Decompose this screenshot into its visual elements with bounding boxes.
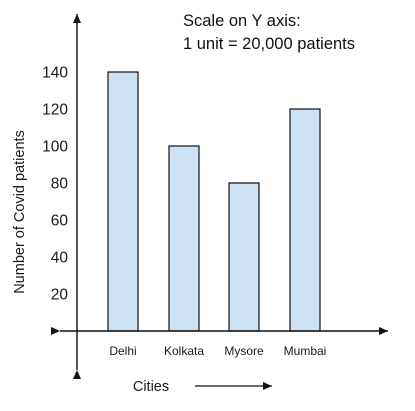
x-tick-label-delhi: Delhi <box>109 344 136 358</box>
scale-note-line-1: Scale on Y axis: <box>183 12 301 30</box>
y-tick-label-60: 60 <box>51 213 69 230</box>
x-category-labels: Delhi Kolkata Mysore Mumbai <box>109 344 326 358</box>
x-axis-title: Cities <box>133 379 169 395</box>
bar-delhi <box>107 71 139 332</box>
y-axis-title: Number of Covid patients <box>12 130 28 294</box>
x-tick-label-mumbai: Mumbai <box>284 344 327 358</box>
y-tick-label-100: 100 <box>42 139 68 156</box>
y-tick-label-20: 20 <box>51 287 69 304</box>
y-tick-label-140: 140 <box>42 65 68 82</box>
x-tick-label-mysore: Mysore <box>224 344 264 358</box>
y-tick-label-120: 120 <box>42 102 68 119</box>
bar-mysore <box>228 182 260 332</box>
bar-mumbai <box>289 108 321 332</box>
y-tick-label-40: 40 <box>51 250 69 267</box>
y-tick-labels: 20 40 60 80 100 120 140 <box>42 65 68 304</box>
bars-group <box>107 71 321 332</box>
y-tick-label-80: 80 <box>51 176 69 193</box>
scale-note-line-2: 1 unit = 20,000 patients <box>183 35 355 53</box>
x-tick-label-kolkata: Kolkata <box>164 344 204 358</box>
bar-kolkata <box>168 145 200 332</box>
